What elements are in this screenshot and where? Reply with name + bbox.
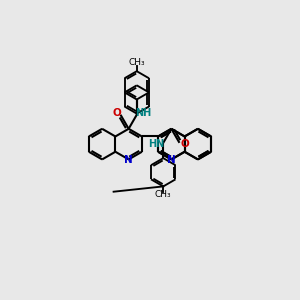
- Text: N: N: [124, 155, 133, 165]
- Text: N: N: [167, 155, 176, 165]
- Text: CH₃: CH₃: [155, 190, 172, 199]
- Text: NH: NH: [135, 108, 151, 118]
- Text: HN: HN: [148, 139, 164, 149]
- Text: O: O: [112, 108, 121, 118]
- Text: O: O: [180, 139, 189, 149]
- Text: CH₃: CH₃: [128, 58, 145, 68]
